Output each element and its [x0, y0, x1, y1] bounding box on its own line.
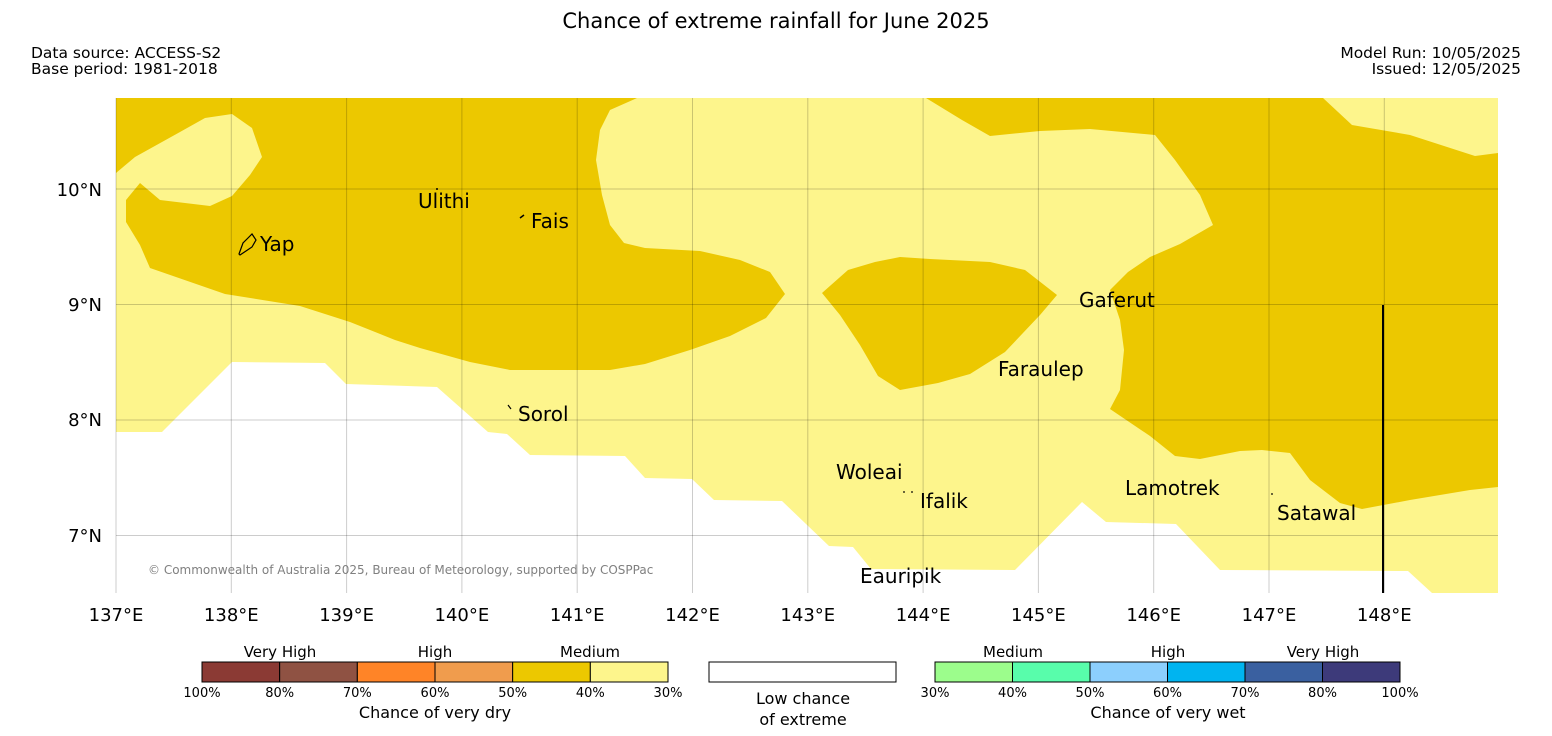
- legend-tick-label: 100%: [183, 686, 220, 701]
- legend-swatch: [1089, 661, 1168, 683]
- legend-tick-label: 40%: [998, 686, 1027, 701]
- dry-cat-high: High: [418, 643, 452, 661]
- legend-swatch: [589, 661, 669, 683]
- yap-island-shape: [238, 233, 257, 256]
- legend-tick-label: 60%: [421, 686, 450, 701]
- lat-label-8n: 8°N: [68, 410, 102, 431]
- legend-swatch: [279, 661, 358, 683]
- legend-swatch: [1244, 661, 1323, 683]
- issued-date: Issued: 12/05/2025: [1371, 60, 1521, 78]
- legend-tick-label: 30%: [654, 686, 683, 701]
- lat-label-10n: 10°N: [57, 180, 102, 201]
- wet-legend-title: Chance of very wet: [1090, 703, 1245, 722]
- place-label-sorol: Sorol: [518, 402, 569, 426]
- dry-cat-medium: Medium: [560, 643, 620, 661]
- place-label-gaferut: Gaferut: [1079, 288, 1155, 312]
- place-label-yap: Yap: [259, 232, 294, 256]
- low-chance-swatch: [708, 661, 897, 683]
- dry-40-50-region: [926, 98, 1498, 509]
- legend-swatch: [512, 661, 591, 683]
- map-gridlines: [115, 98, 1498, 593]
- legend-tick-label: 30%: [921, 686, 950, 701]
- lon-label: 144°E: [896, 605, 951, 626]
- lon-label: 140°E: [435, 605, 490, 626]
- legend-swatch: [934, 661, 1013, 683]
- legend-swatch: [1167, 661, 1246, 683]
- data-source: Data source: ACCESS-S2: [31, 44, 222, 62]
- low-chance-label-1: Low chance: [756, 689, 850, 708]
- legend-tick-label: 60%: [1153, 686, 1182, 701]
- lat-label-9n: 9°N: [68, 295, 102, 316]
- legend-tick-label: 50%: [1076, 686, 1105, 701]
- place-label-woleai: Woleai: [836, 460, 903, 484]
- satawal-dot: [1271, 493, 1273, 495]
- lon-label: 143°E: [780, 605, 835, 626]
- legend-swatch: [356, 661, 436, 683]
- place-label-ifalik: Ifalik: [920, 489, 968, 513]
- sorol-dot: [507, 404, 512, 410]
- lon-label: 147°E: [1242, 605, 1297, 626]
- legend-tick-label: 80%: [1308, 686, 1337, 701]
- legend-tick-label: 80%: [265, 686, 294, 701]
- legend-tick-label: 100%: [1381, 686, 1418, 701]
- legend-tick-label: 70%: [1231, 686, 1260, 701]
- place-label-faraulep: Faraulep: [998, 357, 1084, 381]
- fais-dot: [519, 214, 525, 219]
- place-label-ulithi: Ulithi: [418, 189, 470, 213]
- ifalik-dot: [911, 491, 913, 493]
- base-period: Base period: 1981-2018: [31, 60, 218, 78]
- dry-cat-very-high: Very High: [244, 643, 317, 661]
- low-chance-legend: Low chance of extreme: [708, 661, 897, 729]
- lon-label: 137°E: [89, 605, 144, 626]
- ulithi-dot: [436, 188, 438, 190]
- woleai-dot: [903, 491, 905, 493]
- place-label-eauripik: Eauripik: [860, 564, 942, 588]
- wet-cat-very-high: Very High: [1287, 643, 1360, 661]
- lon-label: 145°E: [1011, 605, 1066, 626]
- legend-swatch: [1322, 661, 1401, 683]
- lon-label: 146°E: [1126, 605, 1181, 626]
- wet-cat-high: High: [1151, 643, 1185, 661]
- legend-swatch: [1012, 661, 1091, 683]
- lon-label: 138°E: [204, 605, 259, 626]
- place-label-lamotrek: Lamotrek: [1125, 476, 1220, 500]
- legend-tick-label: 50%: [498, 686, 527, 701]
- legend-swatch: [434, 661, 514, 683]
- copyright-notice: © Commonwealth of Australia 2025, Bureau…: [148, 563, 653, 577]
- map-title: Chance of extreme rainfall for June 2025: [562, 9, 990, 33]
- legend-swatch: [201, 661, 281, 683]
- wet-legend: Medium High Very High 30% 40% 50% 60% 70% 80%…: [921, 643, 1419, 722]
- legend-tick-label: 70%: [343, 686, 372, 701]
- model-run: Model Run: 10/05/2025: [1340, 44, 1521, 62]
- wet-cat-medium: Medium: [983, 643, 1043, 661]
- dry-40-50-region: [116, 98, 785, 370]
- legend-tick-label: 40%: [576, 686, 605, 701]
- lat-label-7n: 7°N: [68, 526, 102, 547]
- low-chance-label-2: of extreme: [759, 710, 846, 729]
- low-chance-region: [116, 362, 1432, 593]
- dry-legend-title: Chance of very dry: [359, 703, 511, 722]
- place-label-satawal: Satawal: [1277, 501, 1356, 525]
- lon-label: 142°E: [665, 605, 720, 626]
- lon-label: 141°E: [550, 605, 605, 626]
- dry-40-50-region: [822, 257, 1057, 390]
- place-label-fais: Fais: [531, 209, 569, 233]
- dry-legend: Very High High Medium 100% 80% 70% 60% 50% 40…: [183, 643, 682, 722]
- map-plot-area: [116, 98, 1498, 593]
- lon-labels: 137°E 138°E 139°E 140°E 141°E 142°E 143°E 144°E…: [89, 605, 1412, 626]
- lon-label: 148°E: [1357, 605, 1412, 626]
- lon-label: 139°E: [319, 605, 374, 626]
